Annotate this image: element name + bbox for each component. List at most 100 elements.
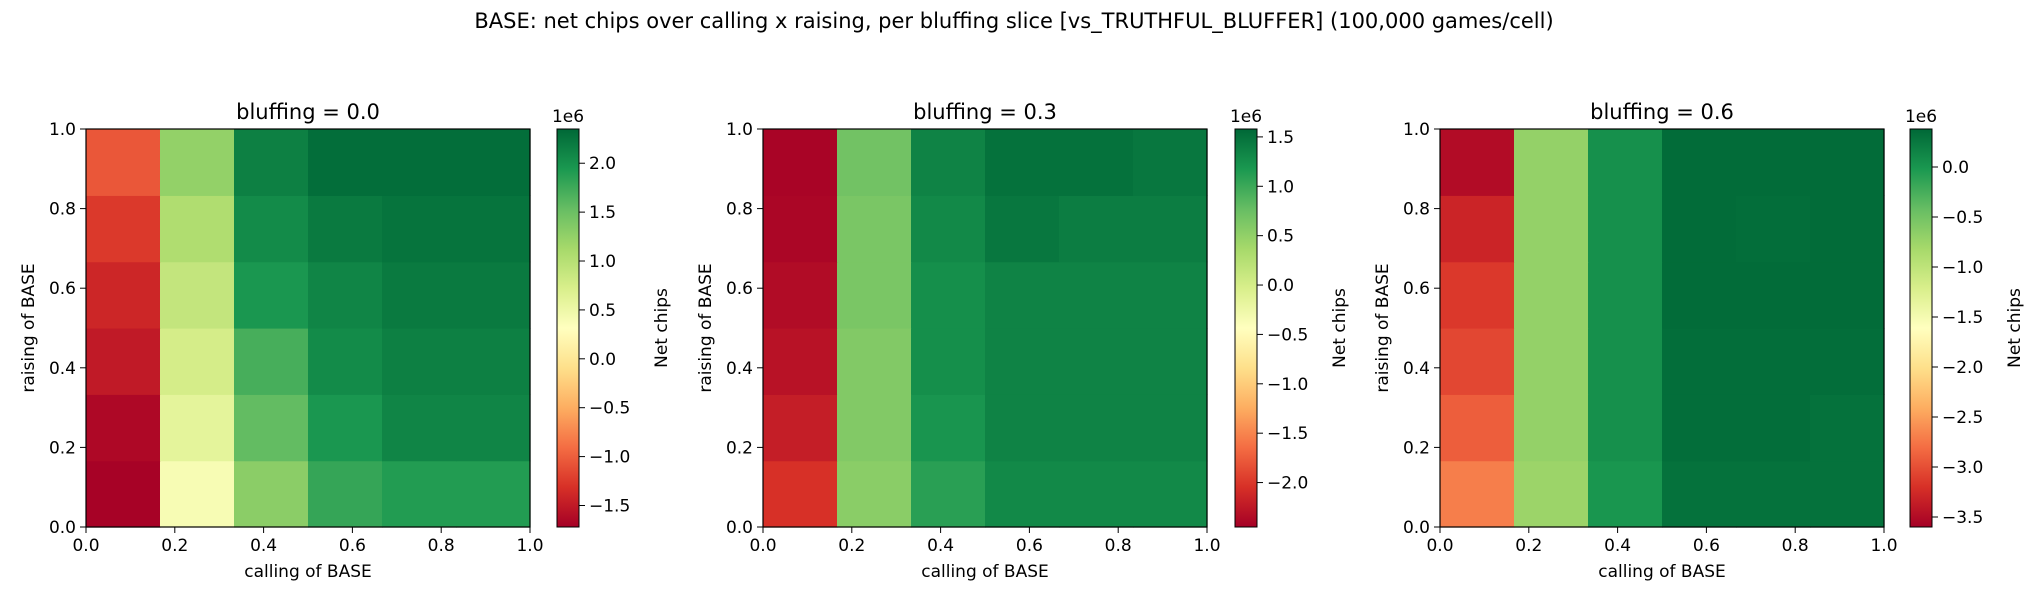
x-axis-label: calling of BASE xyxy=(244,562,372,582)
heatmap-cell xyxy=(911,195,986,263)
y-tick-label: 0.0 xyxy=(1403,518,1430,538)
heatmap-cell xyxy=(1588,261,1663,329)
heatmap-cell xyxy=(234,261,309,329)
y-tick-label: 0.8 xyxy=(1403,200,1430,220)
heatmap-cell xyxy=(308,195,383,263)
heatmap-cell xyxy=(1440,328,1515,395)
heatmap-cell xyxy=(308,328,383,395)
heatmap-cell xyxy=(1133,394,1208,462)
colorbar-tick-label: 0.5 xyxy=(589,301,616,321)
heatmap-cell xyxy=(911,328,986,395)
heatmap-cell xyxy=(382,261,457,329)
heatmap-cell xyxy=(382,460,457,528)
heatmap-cell xyxy=(234,328,309,395)
colorbar-tick-label: −1.5 xyxy=(1267,424,1308,444)
x-tick-label: 0.0 xyxy=(72,536,99,556)
heatmap-cell xyxy=(1810,394,1885,462)
x-tick-label: 0.6 xyxy=(1693,536,1720,556)
y-axis-label: raising of BASE xyxy=(696,263,716,392)
heatmap-cell xyxy=(382,394,457,462)
heatmap-cell xyxy=(234,460,309,528)
heatmap-cell xyxy=(1059,328,1134,395)
colorbar-exponent: 1e6 xyxy=(1905,107,1937,127)
heatmap-cell xyxy=(1133,129,1208,196)
colorbar-tick-label: −3.0 xyxy=(1942,458,1983,478)
heatmap-cell xyxy=(1736,261,1811,329)
plot-frame xyxy=(762,128,1208,528)
x-tick-label: 1.0 xyxy=(516,536,543,556)
y-tick-label: 0.6 xyxy=(726,279,753,299)
heatmap-cell xyxy=(1514,261,1589,329)
heatmap-cell xyxy=(837,394,912,462)
x-tick-label: 0.2 xyxy=(838,536,865,556)
colorbar-tick-label: −1.0 xyxy=(1267,375,1308,395)
x-tick-label: 1.0 xyxy=(1870,536,1897,556)
heatmap-cell xyxy=(911,129,986,196)
colorbar-tick-label: 1.0 xyxy=(1267,177,1294,197)
heatmap-cell xyxy=(1588,460,1663,528)
x-tick-label: 0.4 xyxy=(1604,536,1631,556)
x-tick-label: 0.2 xyxy=(1515,536,1542,556)
heatmap-cell xyxy=(1059,195,1134,263)
heatmap-cell xyxy=(86,129,161,196)
y-tick-label: 0.2 xyxy=(726,438,753,458)
heatmap-cell xyxy=(1810,129,1885,196)
x-tick-label: 0.8 xyxy=(1782,536,1809,556)
colorbar-tick-label: 0.0 xyxy=(589,350,616,370)
heatmap-cell xyxy=(1810,195,1885,263)
heatmap-cell xyxy=(456,460,531,528)
heatmap-cell xyxy=(763,195,838,263)
colorbar-tick-label: 0.0 xyxy=(1942,158,1969,178)
y-tick-label: 1.0 xyxy=(49,120,76,140)
heatmap-cell xyxy=(911,261,986,329)
heatmap-cell xyxy=(1662,129,1737,196)
heatmap-cell xyxy=(456,261,531,329)
heatmap-cell xyxy=(1440,129,1515,196)
colorbar-tick-label: 1.0 xyxy=(589,252,616,272)
heatmap-cell xyxy=(308,460,383,528)
x-tick-label: 1.0 xyxy=(1193,536,1220,556)
heatmap-cell xyxy=(456,328,531,395)
heatmap-cell xyxy=(1133,460,1208,528)
y-tick-label: 0.2 xyxy=(1403,438,1430,458)
plot-frame xyxy=(85,128,531,528)
heatmap-cell xyxy=(1133,195,1208,263)
heatmap-cell xyxy=(1662,394,1737,462)
heatmap-cell xyxy=(86,394,161,462)
y-tick-label: 0.8 xyxy=(49,200,76,220)
heatmap-cell xyxy=(382,129,457,196)
heatmap-cell xyxy=(1514,195,1589,263)
colorbar xyxy=(1909,128,1933,528)
x-tick-label: 0.4 xyxy=(250,536,277,556)
heatmap-cell xyxy=(985,129,1060,196)
heatmap-cell xyxy=(1059,261,1134,329)
plot-frame xyxy=(1439,128,1885,528)
colorbar-tick-label: −3.5 xyxy=(1942,508,1983,528)
colorbar-exponent: 1e6 xyxy=(1230,107,1262,127)
heatmap-cell xyxy=(1588,328,1663,395)
panel-title: bluffing = 0.6 xyxy=(1590,100,1734,124)
heatmap-cell xyxy=(1736,129,1811,196)
heatmap-cell xyxy=(1662,261,1737,329)
y-tick-label: 0.8 xyxy=(726,200,753,220)
heatmap-cell xyxy=(86,460,161,528)
y-axis-label: raising of BASE xyxy=(19,263,39,392)
heatmap-cell xyxy=(763,129,838,196)
heatmap-panel: bluffing = 0.0 0.0 0.2 0.4 0.6 0.8 1.0 0.0 0.2 0.… xyxy=(19,100,672,582)
heatmap-cell xyxy=(1588,129,1663,196)
figure-title: BASE: net chips over calling x raising, … xyxy=(474,9,1553,34)
heatmap-cell xyxy=(763,261,838,329)
heatmap-cell xyxy=(1736,328,1811,395)
heatmap-cell xyxy=(837,195,912,263)
heatmap-cell xyxy=(1662,328,1737,395)
colorbar-tick-label: −2.0 xyxy=(1942,358,1983,378)
heatmap-cell xyxy=(1736,460,1811,528)
heatmap-cell xyxy=(1059,460,1134,528)
heatmap-cell xyxy=(86,328,161,395)
y-tick-label: 0.4 xyxy=(1403,359,1430,379)
y-axis-label: raising of BASE xyxy=(1373,263,1393,392)
heatmap-cell xyxy=(86,261,161,329)
heatmap-cell xyxy=(308,261,383,329)
heatmap-cell xyxy=(1514,328,1589,395)
heatmap-cell xyxy=(308,394,383,462)
